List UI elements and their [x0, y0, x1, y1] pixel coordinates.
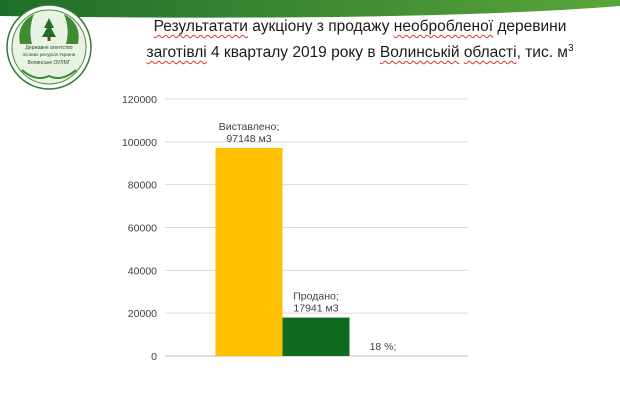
title-line-2-part: , тис. м [516, 44, 568, 62]
title-line-2-part: області [463, 44, 517, 62]
y-tick-label: 40000 [128, 265, 157, 277]
logo-line-1: Державне агентство [25, 45, 72, 51]
title-line-2-part: заготівлі [146, 44, 207, 62]
tree-icon [42, 18, 56, 37]
data-label: Виставлено; [219, 121, 280, 133]
data-label: 17941 м3 [293, 303, 338, 315]
data-label: 97148 м3 [226, 133, 271, 145]
y-tick-label: 80000 [128, 180, 157, 192]
page-title: Результатати аукціону з продажу необробл… [100, 16, 620, 64]
logo-line-2: лісових ресурсів України [23, 52, 76, 57]
y-tick-label: 60000 [128, 223, 157, 235]
header-banner [0, 0, 620, 18]
logo-line-3: Волинське ОУЛМГ [28, 60, 71, 66]
title-line-1: Результатати аукціону з продажу необробл… [100, 16, 620, 38]
y-tick-label: 20000 [128, 308, 157, 320]
title-line-1-part: Результатати [153, 18, 248, 35]
bar-0 [215, 147, 283, 356]
title-line-1-part: необробленої [393, 18, 494, 35]
data-label: Продано; [293, 291, 339, 303]
data-label: 18 %; [370, 341, 397, 353]
title-line-2-part: 4 кварталу 2019 року в [206, 44, 380, 62]
leaf-icon-left [19, 14, 34, 44]
y-tick-label: 120000 [122, 94, 157, 106]
title-line-1-part: деревини [493, 18, 567, 35]
leaf-icon-right [64, 14, 79, 44]
agency-logo: Державне агентство лісових ресурсів Укра… [6, 4, 92, 90]
title-superscript: 3 [567, 43, 574, 54]
title-line-2: заготівлі 4 кварталу 2019 року в Волинсь… [100, 38, 620, 64]
title-line-2-part: Волинській [379, 44, 460, 62]
y-tick-label: 0 [151, 351, 157, 363]
y-tick-label: 100000 [122, 137, 157, 149]
title-line-1-part: аукціону з продажу [247, 18, 394, 35]
bar-1 [282, 317, 350, 356]
